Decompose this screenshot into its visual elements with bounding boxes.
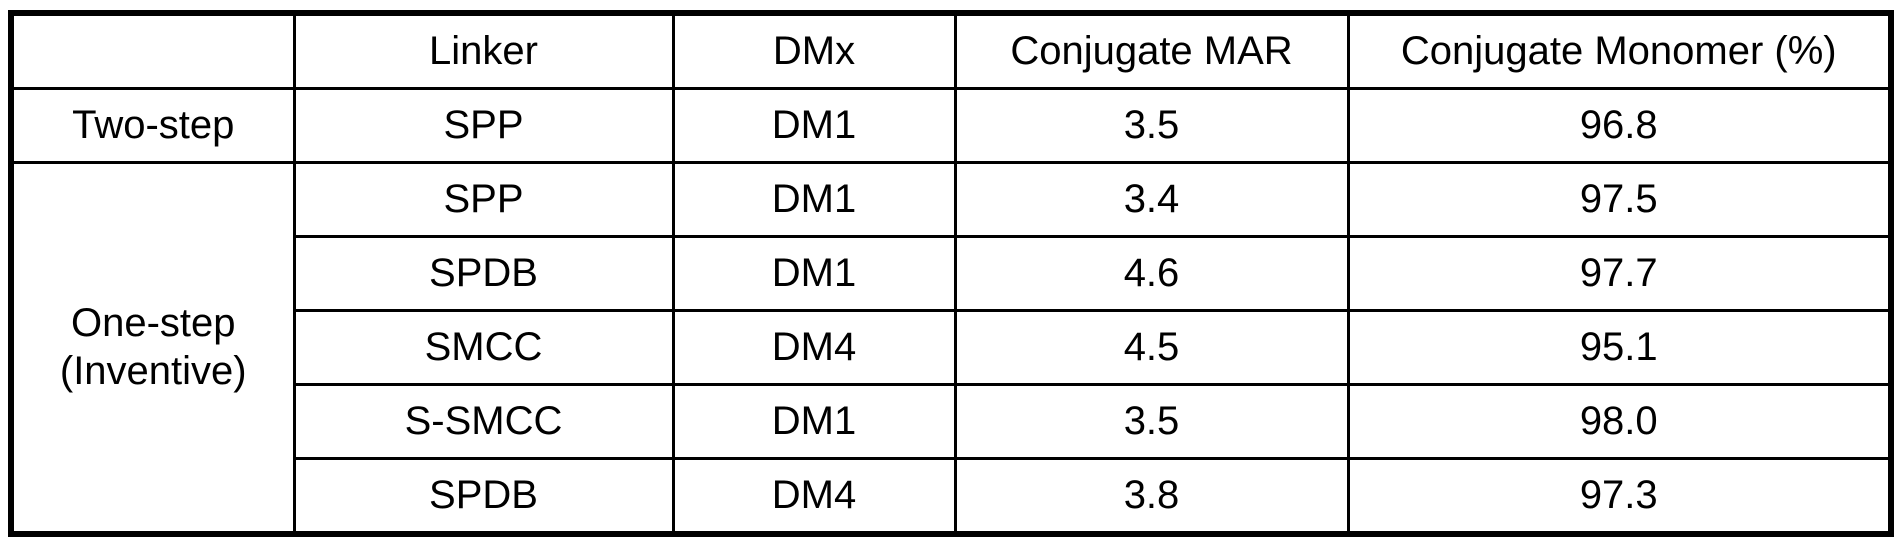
table-row: Two-step SPP DM1 3.5 96.8: [11, 89, 1891, 163]
group-label-two-step: Two-step: [11, 89, 294, 163]
header-cell-process: [11, 13, 294, 89]
cell-dmx: DM1: [673, 384, 955, 458]
cell-linker: SPP: [294, 89, 673, 163]
cell-conjugate-monomer: 95.1: [1348, 310, 1891, 384]
cell-linker: SPP: [294, 163, 673, 237]
cell-linker: S-SMCC: [294, 384, 673, 458]
cell-dmx: DM1: [673, 89, 955, 163]
group-label-line: (Inventive): [20, 348, 287, 395]
table-header-row: Linker DMx Conjugate MAR Conjugate Monom…: [11, 13, 1891, 89]
cell-dmx: DM1: [673, 163, 955, 237]
cell-conjugate-mar: 4.6: [955, 237, 1348, 311]
cell-conjugate-monomer: 97.5: [1348, 163, 1891, 237]
cell-linker: SPDB: [294, 458, 673, 534]
cell-conjugate-mar: 3.4: [955, 163, 1348, 237]
group-label-one-step-inventive: One-step (Inventive): [11, 163, 294, 534]
header-cell-conjugate-monomer: Conjugate Monomer (%): [1348, 13, 1891, 89]
cell-linker: SMCC: [294, 310, 673, 384]
table-row: One-step (Inventive) SPP DM1 3.4 97.5: [11, 163, 1891, 237]
cell-linker: SPDB: [294, 237, 673, 311]
cell-conjugate-mar: 4.5: [955, 310, 1348, 384]
header-cell-linker: Linker: [294, 13, 673, 89]
cell-conjugate-monomer: 96.8: [1348, 89, 1891, 163]
header-cell-conjugate-mar: Conjugate MAR: [955, 13, 1348, 89]
cell-dmx: DM1: [673, 237, 955, 311]
group-label-line: Two-step: [20, 102, 287, 149]
cell-dmx: DM4: [673, 458, 955, 534]
group-label-line: One-step: [20, 300, 287, 347]
cell-conjugate-monomer: 97.3: [1348, 458, 1891, 534]
cell-dmx: DM4: [673, 310, 955, 384]
cell-conjugate-mar: 3.5: [955, 89, 1348, 163]
conjugation-results-table: Linker DMx Conjugate MAR Conjugate Monom…: [8, 10, 1894, 537]
cell-conjugate-mar: 3.5: [955, 384, 1348, 458]
table-container: Linker DMx Conjugate MAR Conjugate Monom…: [8, 10, 1888, 537]
cell-conjugate-mar: 3.8: [955, 458, 1348, 534]
cell-conjugate-monomer: 97.7: [1348, 237, 1891, 311]
header-cell-dmx: DMx: [673, 13, 955, 89]
cell-conjugate-monomer: 98.0: [1348, 384, 1891, 458]
table-body: Linker DMx Conjugate MAR Conjugate Monom…: [11, 13, 1891, 534]
